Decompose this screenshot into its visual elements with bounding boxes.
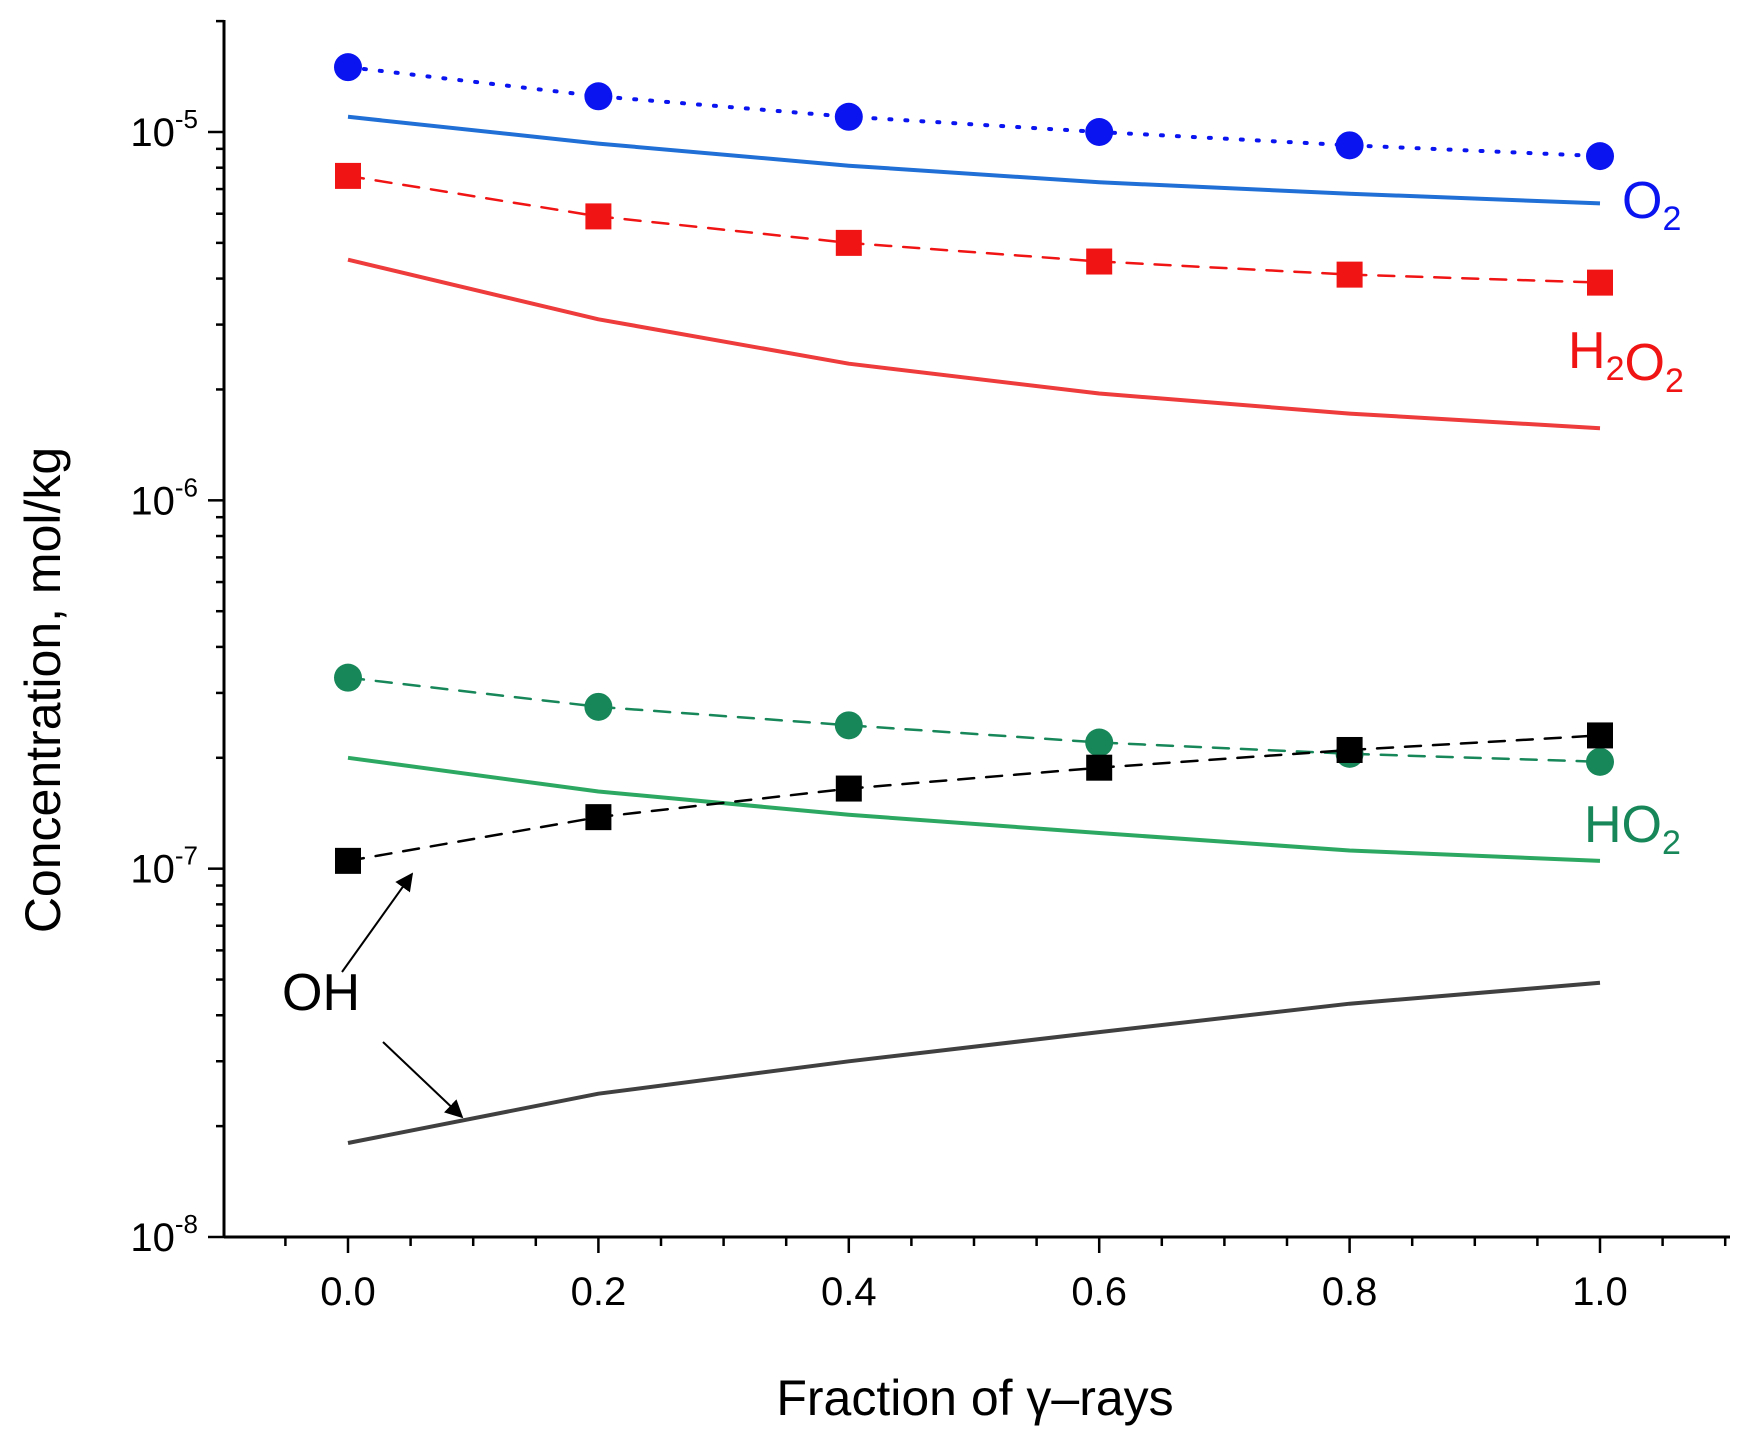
x-tick-label: 0.6	[1071, 1270, 1127, 1314]
data-point	[1086, 248, 1113, 275]
series-connector	[346, 676, 1602, 764]
data-point	[1085, 728, 1114, 757]
series-ho2-measured	[334, 663, 1614, 776]
data-point	[1085, 118, 1114, 146]
series-layer	[334, 53, 1614, 1145]
data-point	[1336, 736, 1363, 763]
x-tick-label: 0.0	[320, 1270, 376, 1314]
data-point	[1586, 142, 1614, 171]
data-point	[334, 53, 362, 82]
series-oh-calculated	[347, 980, 1601, 1145]
series-line	[347, 257, 1601, 431]
x-tick-label: 1.0	[1572, 1270, 1628, 1314]
label-o2: O2	[1622, 172, 1681, 238]
label-ho2: HO2	[1584, 796, 1681, 862]
y-axis-ticks: 10-8 10-7 10-6 10-5	[130, 19, 224, 1260]
data-point	[335, 162, 361, 189]
series-connector	[346, 734, 1602, 863]
series-connector	[346, 65, 1602, 159]
data-point	[584, 692, 613, 721]
series-connector	[346, 174, 1602, 284]
data-point	[334, 663, 362, 692]
x-axis-label: Fraction of γ–rays	[776, 1370, 1173, 1426]
data-point	[835, 229, 862, 256]
y-tick-label: 10-8	[130, 1209, 198, 1260]
oh-arrow-up	[341, 872, 414, 973]
x-tick-label: 0.2	[571, 1270, 627, 1314]
series-h2o2-calculated	[347, 257, 1601, 431]
data-point	[834, 711, 863, 740]
data-point	[585, 203, 612, 230]
axes	[222, 20, 1730, 1239]
data-point	[335, 847, 361, 874]
oh-arrow-down	[382, 1041, 464, 1119]
y-axis-label: Concentration, mol/kg	[15, 447, 71, 933]
y-tick-label: 10-7	[130, 841, 198, 892]
data-point	[584, 82, 613, 111]
annotations-layer: O2 H2O2 HO2 OH	[282, 172, 1684, 1119]
series-line	[347, 980, 1601, 1145]
series-line	[347, 755, 1601, 863]
series-oh-measured	[335, 722, 1613, 874]
series-h2o2-measured	[335, 162, 1613, 296]
y-tick-label: 10-5	[130, 104, 198, 155]
data-point	[1086, 754, 1113, 781]
series-line	[347, 114, 1601, 206]
label-oh: OH	[282, 964, 360, 1022]
x-tick-label: 0.4	[821, 1270, 877, 1314]
data-point	[1586, 747, 1614, 776]
data-point	[1336, 261, 1363, 288]
data-point	[1587, 269, 1613, 296]
data-point	[1587, 722, 1613, 749]
y-tick-label: 10-6	[130, 472, 198, 523]
series-ho2-calculated	[347, 755, 1601, 863]
x-axis-ticks: 0.0 0.2 0.4 0.6 0.8 1.0	[284, 1237, 1727, 1314]
data-point	[585, 804, 612, 831]
series-o2-calculated	[347, 114, 1601, 206]
label-h2o2: H2O2	[1568, 322, 1684, 400]
data-point	[1335, 131, 1364, 160]
data-point	[835, 775, 862, 802]
x-tick-label: 0.8	[1322, 1270, 1378, 1314]
series-o2-measured	[334, 53, 1614, 171]
data-point	[834, 102, 863, 131]
